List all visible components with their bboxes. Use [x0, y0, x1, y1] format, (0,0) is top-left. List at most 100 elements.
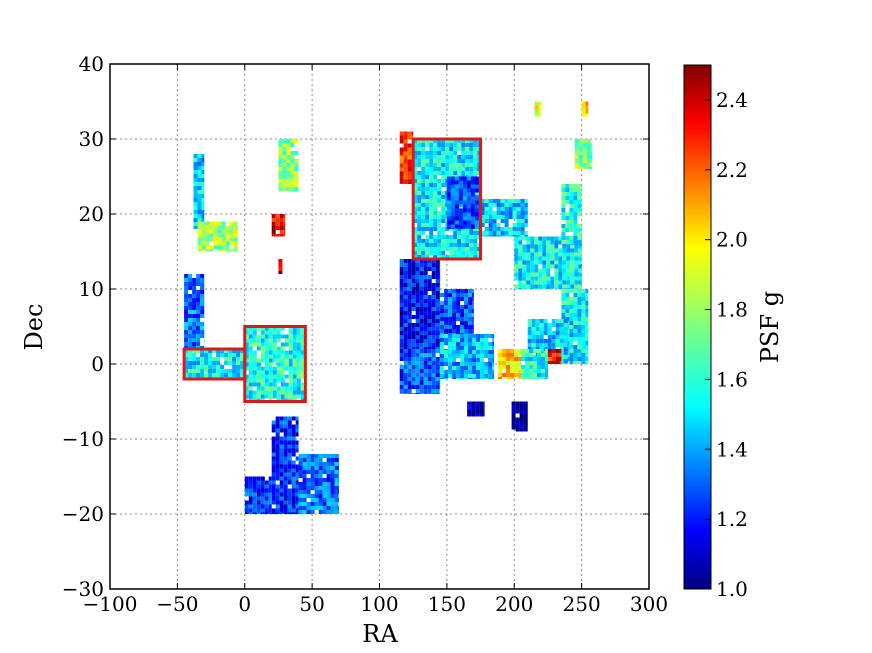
psf-cell [232, 373, 237, 377]
psf-cell [188, 369, 193, 373]
psf-cell [473, 239, 478, 243]
psf-cell [407, 291, 412, 295]
psf-cell [519, 413, 524, 418]
psf-cell [435, 259, 440, 263]
psf-cell [435, 361, 440, 365]
psf-cell [581, 325, 586, 329]
psf-cell [268, 488, 272, 493]
psf-cell [421, 255, 426, 259]
psf-cell [425, 175, 430, 179]
psf-cell [518, 244, 523, 249]
psf-cell [298, 466, 303, 470]
psf-cell [217, 237, 222, 242]
psf-cell [419, 263, 424, 267]
psf-cell [419, 361, 424, 365]
psf-cell [334, 454, 339, 458]
psf-cell [479, 405, 484, 410]
psf-cell [264, 346, 269, 351]
psf-cell [445, 155, 450, 159]
psf-cell [423, 299, 428, 303]
psf-cell [429, 247, 434, 251]
psf-cell [415, 327, 420, 331]
psf-cell [488, 370, 493, 374]
psf-cell [294, 187, 299, 191]
psf-cell [407, 347, 412, 349]
psf-cell [502, 353, 507, 357]
psf-cell [233, 241, 238, 246]
y-tick-label: 0 [91, 352, 104, 376]
psf-cell [473, 171, 478, 175]
psf-cell [504, 207, 509, 211]
psf-cell [326, 502, 331, 506]
psf-cell [417, 231, 422, 235]
psf-cell [538, 113, 542, 117]
psf-cell [427, 335, 432, 339]
psf-cell [208, 353, 213, 357]
psf-cell [565, 224, 570, 228]
psf-cell [197, 202, 202, 206]
psf-cell [275, 476, 280, 481]
psf-cell [565, 184, 570, 188]
psf-cell [470, 212, 475, 217]
psf-cell [453, 159, 458, 163]
psf-cell [577, 224, 582, 228]
psf-cell [582, 143, 587, 147]
psf-cell [288, 330, 293, 335]
psf-cell [252, 512, 257, 514]
psf-cell [472, 350, 477, 354]
psf-cell [399, 175, 404, 180]
psf-cell [403, 171, 408, 176]
psf-cell [559, 331, 564, 335]
psf-cell [523, 405, 528, 410]
psf-cell [468, 366, 473, 370]
psf-cell [468, 325, 473, 329]
psf-cell [272, 366, 277, 371]
psf-cell [423, 365, 428, 369]
psf-cell [538, 268, 543, 273]
psf-cell [477, 243, 481, 247]
psf-cell [225, 237, 230, 242]
survey-region [498, 349, 521, 379]
psf-cell [577, 232, 582, 236]
psf-cell [492, 231, 497, 235]
psf-cell [461, 167, 466, 171]
psf-cell [275, 508, 280, 513]
psf-cell [294, 191, 299, 192]
psf-cell [197, 182, 202, 186]
psf-cell [193, 202, 198, 206]
psf-cell [421, 215, 426, 219]
survey-region [193, 154, 205, 229]
psf-cell [232, 349, 237, 353]
psf-cell [450, 180, 455, 185]
psf-cell [577, 333, 582, 337]
psf-cell [407, 163, 412, 168]
psf-cell [449, 167, 454, 171]
psf-cell [440, 342, 445, 346]
psf-cell [296, 362, 301, 367]
psf-cell [554, 244, 559, 249]
psf-cell [464, 313, 469, 317]
psf-cell [256, 390, 261, 395]
psf-cell [326, 474, 331, 478]
psf-cell [437, 183, 442, 187]
psf-cell [184, 298, 189, 302]
psf-cell [519, 425, 524, 430]
psf-cell [403, 267, 408, 271]
psf-cell [272, 326, 277, 331]
psf-cell [427, 369, 432, 373]
psf-cell [465, 235, 470, 239]
psf-cell [415, 381, 420, 385]
psf-cell [200, 357, 205, 361]
psf-cell [224, 357, 229, 361]
psf-cell [221, 249, 226, 252]
psf-cell [233, 229, 238, 234]
psf-cell [484, 215, 489, 219]
psf-cell [448, 297, 453, 301]
psf-cell [295, 432, 299, 437]
psf-cell [256, 484, 261, 489]
psf-cell [562, 288, 567, 289]
psf-cell [272, 370, 277, 375]
psf-cell [427, 263, 432, 267]
psf-cell [479, 409, 484, 414]
psf-cell [516, 223, 521, 227]
